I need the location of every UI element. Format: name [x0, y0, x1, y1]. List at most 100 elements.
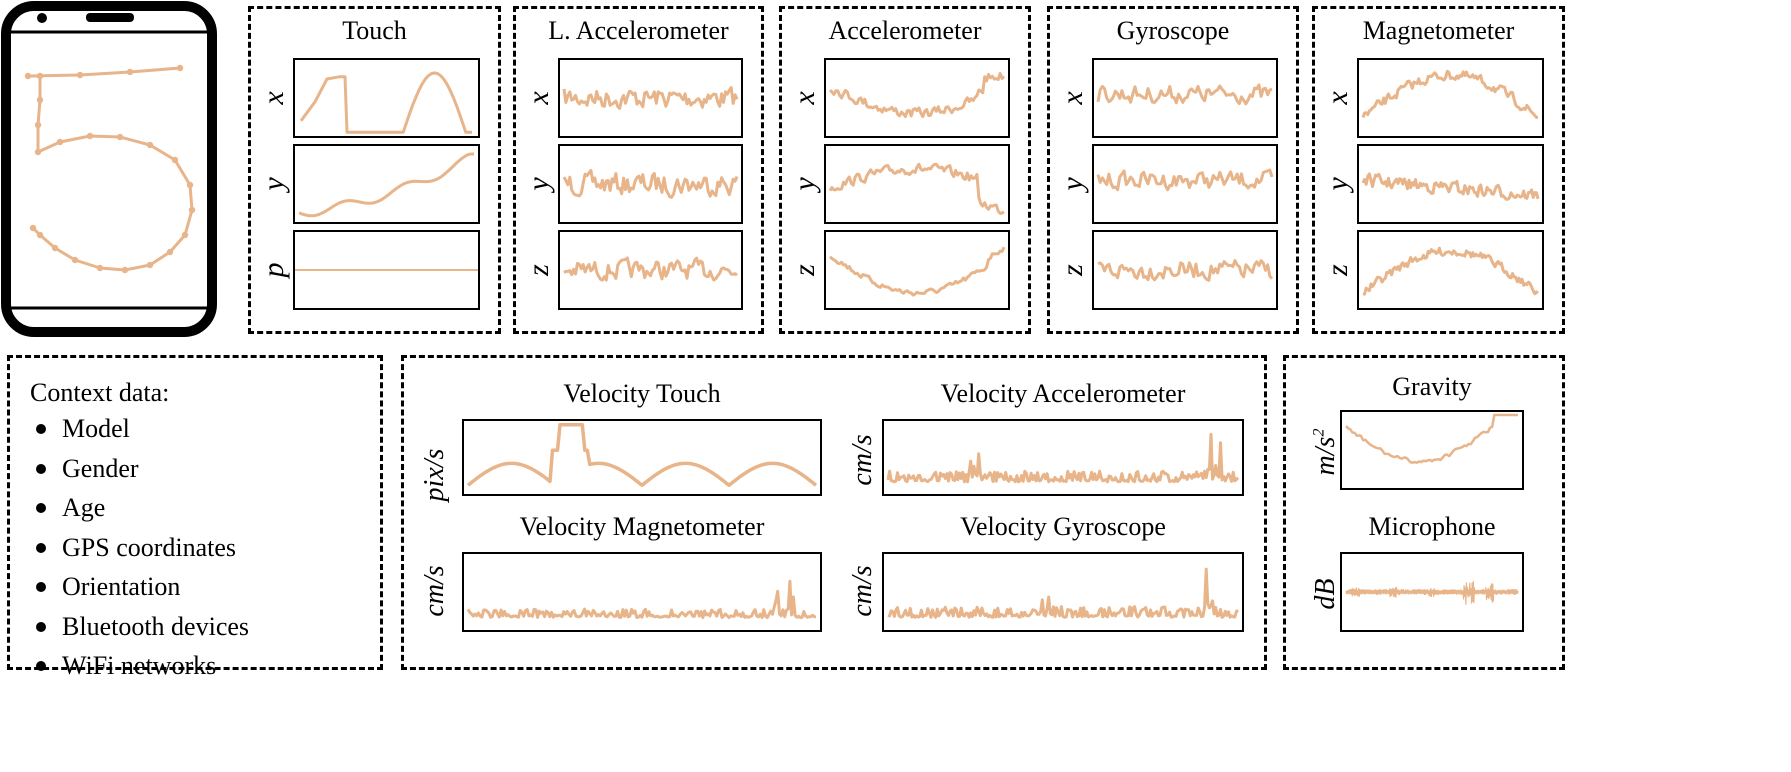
axis-label: x	[257, 91, 290, 105]
microphone-plot	[1340, 552, 1524, 632]
touch-sample-point	[121, 266, 129, 274]
touch-sample-point	[186, 181, 194, 189]
axis-label: y	[1321, 177, 1354, 191]
touch-sample-point	[166, 248, 174, 256]
axis-label: y	[788, 177, 821, 191]
sensor-signal-plot	[558, 230, 743, 310]
velocity-accelerometer-plot	[882, 419, 1244, 496]
touch-sample-point	[36, 72, 44, 80]
signal-trace	[1345, 413, 1518, 464]
sensor-signal-plot	[1092, 144, 1278, 224]
sensor-panel-title: Accelerometer	[828, 16, 982, 45]
microphone-unit: dB	[1310, 578, 1341, 610]
velocity-gyroscope-plot	[882, 552, 1244, 632]
sensor-panel-mag	[1312, 6, 1565, 334]
signal-trace	[1362, 246, 1540, 296]
context-item: Gender	[10, 449, 249, 489]
velocity-magnetometer-title: Velocity Magnetometer	[519, 512, 765, 541]
signal-trace	[562, 86, 739, 110]
signal-trace	[1096, 168, 1274, 192]
touch-sample-point	[24, 72, 32, 80]
axis-label: x	[788, 91, 821, 105]
signal-trace	[828, 246, 1006, 297]
axis-label: y	[522, 177, 555, 191]
sensor-signal-plot	[1092, 230, 1278, 310]
signal-trace	[1361, 172, 1540, 201]
touch-sample-point	[171, 156, 179, 164]
velocity-magnetometer-plot	[462, 552, 822, 632]
signal-trace	[828, 71, 1006, 119]
velocity-box	[401, 355, 1267, 670]
touch-sample-point	[96, 264, 104, 272]
smartphone-icon	[0, 0, 220, 340]
velocity-gyroscope-title: Velocity Gyroscope	[960, 512, 1166, 541]
sensor-panel-title: Gyroscope	[1116, 16, 1230, 45]
signal-trace	[886, 432, 1240, 484]
axis-label: z	[1321, 264, 1354, 276]
context-data-box: Context data: Model Gender Age GPS coord…	[7, 355, 383, 680]
touch-sample-point	[188, 206, 196, 214]
signal-trace	[563, 256, 738, 282]
sensor-panel-title: L. Accelerometer	[548, 16, 729, 45]
gravity-plot	[1340, 410, 1524, 490]
signal-trace	[26, 66, 194, 272]
axis-label: y	[1056, 177, 1089, 191]
sensor-panel-acc	[779, 6, 1031, 334]
context-item: Bluetooth devices	[10, 607, 249, 647]
velocity-touch-title: Velocity Touch	[563, 379, 721, 408]
signal-trace	[466, 579, 817, 620]
axis-label: x	[1321, 91, 1354, 105]
context-item: Orientation	[10, 567, 249, 607]
signal-trace	[1361, 69, 1539, 120]
signal-trace	[299, 71, 472, 134]
touch-sample-point	[34, 148, 42, 156]
touch-sample-point	[56, 138, 64, 146]
velocity-gyroscope-unit: cm/s	[847, 565, 878, 617]
signal-trace	[828, 162, 1005, 215]
touch-sample-point	[86, 132, 94, 140]
touch-sample-point	[181, 231, 189, 239]
sensor-panel-gyro	[1047, 6, 1299, 334]
signal-trace	[1345, 580, 1519, 605]
sensor-signal-plot	[1357, 230, 1544, 310]
context-item: GPS coordinates	[10, 528, 249, 568]
axis-label: z	[522, 264, 555, 276]
sensor-panel-touch	[248, 6, 501, 334]
signal-trace	[466, 422, 818, 487]
context-item: Age	[10, 488, 249, 528]
axis-label: x	[1056, 91, 1089, 105]
sensor-signal-plot	[558, 144, 743, 224]
context-item: WiFi networks	[10, 646, 249, 686]
signal-trace	[562, 168, 739, 199]
sensor-signal-plot	[1092, 58, 1278, 138]
sensor-signal-plot	[824, 58, 1010, 138]
sensor-signal-plot	[293, 144, 480, 224]
touch-sample-point	[116, 133, 124, 141]
axis-label: y	[257, 177, 290, 191]
axis-label: z	[1056, 264, 1089, 276]
sensor-signal-plot	[824, 230, 1010, 310]
touch-sample-point	[126, 68, 134, 76]
axis-label: p	[257, 262, 290, 278]
sensor-signal-plot	[1357, 58, 1544, 138]
context-list: Model Gender Age GPS coordinates Orienta…	[10, 409, 249, 686]
sensor-signal-plot	[293, 58, 480, 138]
touch-sample-point	[36, 231, 44, 239]
velocity-magnetometer-unit: cm/s	[419, 565, 450, 617]
sensor-signal-plot	[1357, 144, 1544, 224]
sensor-panel-title: Touch	[342, 16, 407, 45]
signal-trace	[887, 567, 1240, 619]
velocity-touch-plot	[462, 419, 822, 496]
context-heading: Context data:	[30, 378, 170, 407]
velocity-accelerometer-unit: cm/s	[847, 434, 878, 486]
gravity-unit: m/s2	[1310, 428, 1341, 476]
touch-sample-point	[71, 256, 79, 264]
touch-sample-point	[29, 224, 37, 232]
gravity-microphone-box	[1283, 355, 1565, 670]
signal-trace	[1096, 83, 1273, 106]
axis-label: x	[522, 91, 555, 105]
touch-sample-point	[36, 96, 44, 104]
sensor-panel-lacc	[513, 6, 764, 334]
touch-sample-point	[51, 244, 59, 252]
sensor-panel-title: Magnetometer	[1362, 16, 1515, 45]
